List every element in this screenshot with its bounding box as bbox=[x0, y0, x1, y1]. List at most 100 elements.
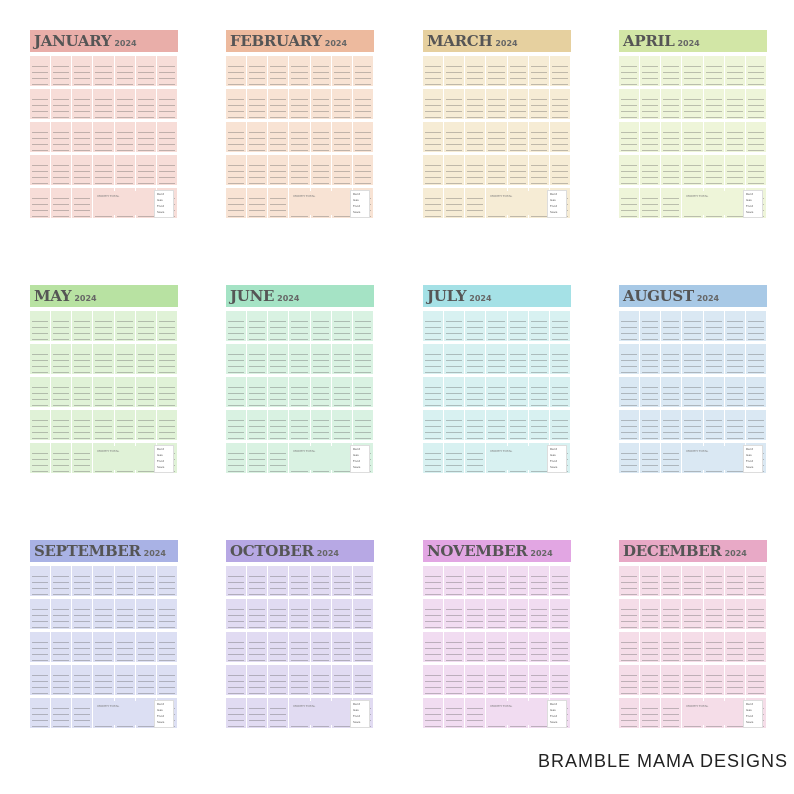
day-cell[interactable] bbox=[135, 410, 157, 440]
day-cell[interactable] bbox=[661, 698, 683, 728]
day-cell[interactable] bbox=[135, 311, 157, 341]
day-cell[interactable] bbox=[331, 632, 353, 662]
day-cell[interactable] bbox=[310, 311, 332, 341]
day-cell[interactable] bbox=[640, 155, 662, 185]
day-cell[interactable] bbox=[310, 122, 332, 152]
day-cell[interactable] bbox=[444, 698, 466, 728]
day-cell[interactable] bbox=[486, 311, 508, 341]
day-cell[interactable] bbox=[507, 122, 529, 152]
day-cell[interactable] bbox=[444, 566, 466, 596]
day-cell[interactable] bbox=[528, 377, 550, 407]
day-cell[interactable] bbox=[465, 443, 487, 473]
day-cell[interactable] bbox=[72, 344, 94, 374]
day-cell[interactable] bbox=[682, 122, 704, 152]
day-cell[interactable] bbox=[51, 698, 73, 728]
day-cell[interactable] bbox=[661, 311, 683, 341]
day-cell[interactable] bbox=[268, 443, 290, 473]
day-cell[interactable] bbox=[703, 410, 725, 440]
day-cell[interactable] bbox=[310, 344, 332, 374]
day-cell[interactable] bbox=[640, 698, 662, 728]
day-cell[interactable] bbox=[619, 599, 641, 629]
day-cell[interactable] bbox=[423, 698, 445, 728]
day-cell[interactable] bbox=[444, 665, 466, 695]
day-cell[interactable] bbox=[507, 344, 529, 374]
day-cell[interactable] bbox=[507, 410, 529, 440]
day-cell[interactable] bbox=[247, 155, 269, 185]
day-cell[interactable] bbox=[226, 566, 248, 596]
day-cell[interactable] bbox=[114, 155, 136, 185]
day-cell[interactable] bbox=[745, 122, 767, 152]
day-cell[interactable] bbox=[226, 311, 248, 341]
day-cell[interactable] bbox=[549, 377, 571, 407]
day-cell[interactable] bbox=[352, 122, 374, 152]
day-cell[interactable] bbox=[331, 89, 353, 119]
day-cell[interactable] bbox=[703, 344, 725, 374]
day-cell[interactable] bbox=[465, 155, 487, 185]
day-cell[interactable] bbox=[682, 599, 704, 629]
day-cell[interactable] bbox=[486, 344, 508, 374]
day-cell[interactable] bbox=[72, 188, 94, 218]
day-cell[interactable] bbox=[51, 566, 73, 596]
month-total-box[interactable]: MONTH TOTAL bbox=[486, 191, 550, 215]
day-cell[interactable] bbox=[114, 344, 136, 374]
day-cell[interactable] bbox=[247, 698, 269, 728]
day-cell[interactable] bbox=[724, 344, 746, 374]
month-total-box[interactable]: MONTH TOTAL bbox=[682, 446, 746, 470]
day-cell[interactable] bbox=[661, 443, 683, 473]
day-cell[interactable] bbox=[331, 566, 353, 596]
day-cell[interactable] bbox=[30, 122, 52, 152]
day-cell[interactable] bbox=[30, 410, 52, 440]
day-cell[interactable] bbox=[619, 698, 641, 728]
day-cell[interactable] bbox=[619, 122, 641, 152]
day-cell[interactable] bbox=[465, 410, 487, 440]
day-cell[interactable] bbox=[72, 632, 94, 662]
day-cell[interactable] bbox=[93, 122, 115, 152]
day-cell[interactable] bbox=[549, 632, 571, 662]
month-total-box[interactable]: MONTH TOTAL bbox=[682, 701, 746, 725]
day-cell[interactable] bbox=[114, 377, 136, 407]
day-cell[interactable] bbox=[289, 155, 311, 185]
day-cell[interactable] bbox=[93, 632, 115, 662]
day-cell[interactable] bbox=[352, 599, 374, 629]
day-cell[interactable] bbox=[549, 344, 571, 374]
day-cell[interactable] bbox=[30, 665, 52, 695]
day-cell[interactable] bbox=[114, 410, 136, 440]
day-cell[interactable] bbox=[444, 410, 466, 440]
day-cell[interactable] bbox=[507, 56, 529, 86]
day-cell[interactable] bbox=[352, 56, 374, 86]
day-cell[interactable] bbox=[423, 155, 445, 185]
day-cell[interactable] bbox=[661, 89, 683, 119]
day-cell[interactable] bbox=[226, 188, 248, 218]
day-cell[interactable] bbox=[114, 566, 136, 596]
day-cell[interactable] bbox=[93, 56, 115, 86]
day-cell[interactable] bbox=[30, 188, 52, 218]
day-cell[interactable] bbox=[135, 155, 157, 185]
day-cell[interactable] bbox=[444, 122, 466, 152]
day-cell[interactable] bbox=[156, 566, 178, 596]
day-cell[interactable] bbox=[226, 665, 248, 695]
day-cell[interactable] bbox=[703, 311, 725, 341]
day-cell[interactable] bbox=[661, 665, 683, 695]
day-cell[interactable] bbox=[114, 665, 136, 695]
day-cell[interactable] bbox=[247, 56, 269, 86]
day-cell[interactable] bbox=[331, 377, 353, 407]
day-cell[interactable] bbox=[619, 632, 641, 662]
day-cell[interactable] bbox=[423, 56, 445, 86]
day-cell[interactable] bbox=[507, 89, 529, 119]
day-cell[interactable] bbox=[310, 599, 332, 629]
day-cell[interactable] bbox=[226, 377, 248, 407]
day-cell[interactable] bbox=[528, 599, 550, 629]
day-cell[interactable] bbox=[619, 410, 641, 440]
day-cell[interactable] bbox=[289, 377, 311, 407]
day-cell[interactable] bbox=[528, 89, 550, 119]
day-cell[interactable] bbox=[507, 311, 529, 341]
day-cell[interactable] bbox=[226, 599, 248, 629]
day-cell[interactable] bbox=[640, 188, 662, 218]
day-cell[interactable] bbox=[423, 122, 445, 152]
day-cell[interactable] bbox=[486, 122, 508, 152]
day-cell[interactable] bbox=[226, 443, 248, 473]
day-cell[interactable] bbox=[745, 665, 767, 695]
day-cell[interactable] bbox=[156, 56, 178, 86]
day-cell[interactable] bbox=[72, 443, 94, 473]
day-cell[interactable] bbox=[30, 632, 52, 662]
